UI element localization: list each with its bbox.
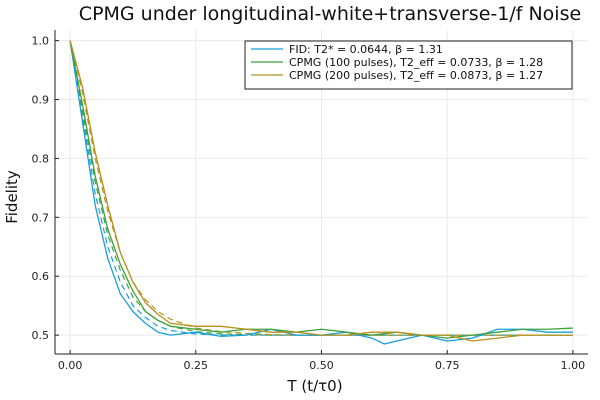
x-tick-label: 0.75 bbox=[435, 359, 460, 372]
y-tick-label: 0.8 bbox=[32, 152, 50, 165]
x-tick-label: 0.25 bbox=[184, 359, 209, 372]
legend-entry-label: FID: T2* = 0.0644, β = 1.31 bbox=[289, 43, 443, 56]
y-tick-label: 0.6 bbox=[32, 270, 50, 283]
data-series bbox=[69, 40, 573, 345]
chart-title: CPMG under longitudinal-white+transverse… bbox=[79, 3, 581, 25]
x-tick-label: 0.00 bbox=[58, 359, 83, 372]
x-axis-title: T (t/τ0) bbox=[286, 377, 342, 395]
legend-entry-label: CPMG (200 pulses), T2_eff = 0.0873, β = … bbox=[289, 69, 543, 82]
legend-box bbox=[244, 40, 573, 90]
tick-labels: 0.00 0.25 0.50 0.75 1.00 0.5 0.6 0.7 0.8 0.9 1.0 bbox=[32, 35, 586, 372]
y-tick-label: 0.7 bbox=[32, 211, 50, 224]
series-line-2 bbox=[69, 40, 573, 339]
legend-entry-label: CPMG (100 pulses), T2_eff = 0.0733, β = … bbox=[289, 56, 543, 69]
y-tick-label: 0.5 bbox=[32, 329, 50, 342]
x-tick-label: 1.00 bbox=[561, 359, 586, 372]
y-tick-label: 1.0 bbox=[32, 35, 50, 48]
x-tick-label: 0.50 bbox=[309, 359, 334, 372]
series-line-3 bbox=[69, 40, 573, 342]
y-tick-label: 0.9 bbox=[32, 94, 50, 107]
y-axis-title: Fidelity bbox=[3, 170, 21, 224]
fit-curve-1 bbox=[69, 40, 573, 336]
